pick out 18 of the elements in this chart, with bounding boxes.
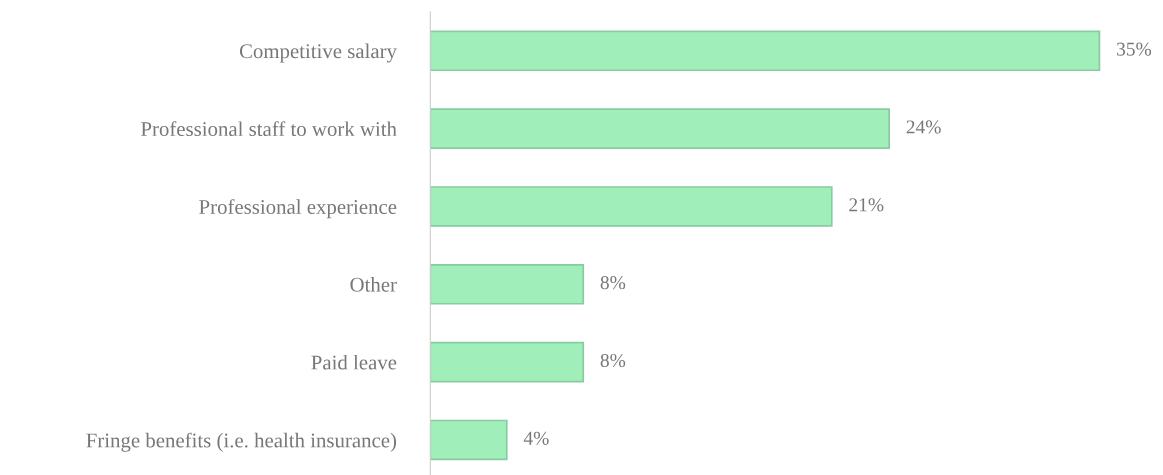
data-label: 24% (906, 120, 941, 134)
bar (430, 264, 585, 305)
bar (430, 186, 833, 227)
data-label: 35% (1117, 42, 1152, 56)
bar (430, 341, 585, 383)
bar (430, 419, 508, 461)
y-tick-label: Professional staff to work with (141, 121, 397, 137)
y-tick-label: Professional experience (199, 199, 397, 219)
data-label: 4% (523, 431, 549, 445)
y-tick-label: Paid leave (311, 354, 397, 370)
y-tick-label: Other (350, 277, 397, 292)
y-tick-label: Competitive salary (239, 43, 397, 63)
data-label: 21% (849, 198, 884, 212)
data-label: 8% (600, 276, 626, 290)
data-label: 8% (600, 353, 626, 368)
bar (430, 108, 890, 149)
y-tick-label: Fringe benefits (i.e. health insurance) (86, 432, 397, 452)
bar (430, 30, 1101, 72)
